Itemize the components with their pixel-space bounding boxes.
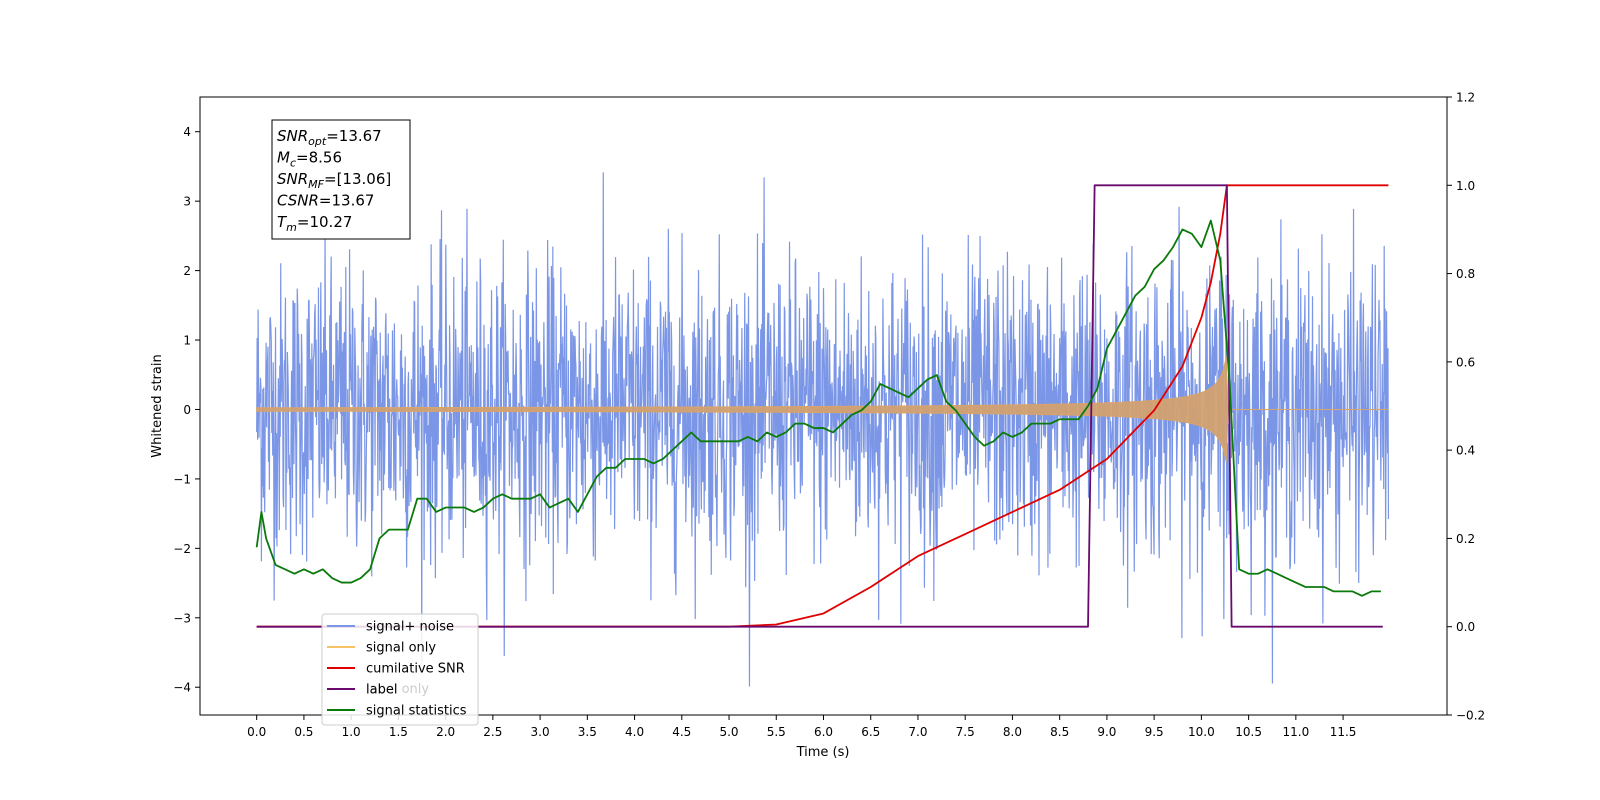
- x-axis-label: Time (s): [796, 745, 850, 760]
- series-label: [256, 184, 1383, 628]
- x-tick-label: 5.0: [719, 725, 738, 739]
- legend-entry-label: signal+ noise: [366, 620, 454, 635]
- x-tick-label: 2.0: [436, 725, 455, 739]
- series-cumulative-snr: [256, 184, 1389, 628]
- x-tick-label: 4.0: [625, 725, 644, 739]
- y-left-tick-label: 4: [183, 125, 191, 139]
- y-right-tick-label: 0.4: [1456, 444, 1475, 458]
- x-tick-label: 8.5: [1050, 725, 1069, 739]
- x-tick-label: 4.5: [672, 725, 691, 739]
- y-left-tick-label: 0: [183, 403, 191, 417]
- y-left-tick-label: 3: [183, 195, 191, 209]
- x-tick-label: 10.5: [1235, 725, 1262, 739]
- y-left-tick-label: −1: [173, 472, 191, 486]
- annotation-tm: Tm=10.27: [277, 213, 352, 234]
- legend-entry-label: signal statistics: [366, 704, 467, 719]
- x-tick-label: 0.5: [294, 725, 313, 739]
- x-tick-label: 1.5: [389, 725, 408, 739]
- annotation-csnr: CSNR=13.67: [277, 192, 374, 210]
- legend-entry-label: cumilative SNR: [366, 662, 465, 677]
- x-tick-label: 9.5: [1145, 725, 1164, 739]
- y-axis-left: −4 −3 −2 −1 0 1 2 3 4: [173, 125, 200, 695]
- x-tick-label: 9.0: [1097, 725, 1116, 739]
- x-tick-label: 6.0: [814, 725, 833, 739]
- annotation-snr-mf: SNRMF=[13.06]: [277, 170, 391, 191]
- x-tick-label: 11.5: [1330, 725, 1357, 739]
- annotation-snr-opt: SNRopt=13.67: [277, 127, 382, 148]
- annotation-mc: Mc=8.56: [277, 149, 342, 170]
- y-right-tick-label: 0.6: [1456, 355, 1475, 369]
- x-tick-label: 0.0: [247, 725, 266, 739]
- y-left-tick-label: 1: [183, 334, 191, 348]
- y-left-tick-label: −4: [173, 681, 191, 695]
- series-signal-statistics: [255, 219, 1381, 597]
- x-tick-label: 10.0: [1188, 725, 1215, 739]
- x-tick-label: 6.5: [861, 725, 880, 739]
- y-right-tick-label: 1.0: [1456, 179, 1475, 193]
- x-tick-label: 2.5: [483, 725, 502, 739]
- annotation-box: SNRopt=13.67Mc=8.56SNRMF=[13.06]CSNR=13.…: [271, 119, 411, 240]
- x-tick-label: 1.0: [342, 725, 361, 739]
- annotation-frame: [271, 119, 411, 240]
- x-tick-label: 3.5: [578, 725, 597, 739]
- y-axis-label: Whitened strain: [150, 354, 165, 457]
- x-axis: 0.0 0.5 1.0 1.5 2.0 2.5 3.0 3.5 4.0 4.5 5.0 5.5 6.0 6…: [247, 715, 1356, 739]
- legend-entry-label: label: [366, 683, 397, 698]
- legend: label only signal+ noise signal only cumila…: [321, 613, 479, 726]
- series-signal-only: [256, 356, 1389, 463]
- y-left-tick-label: 2: [183, 264, 191, 278]
- x-tick-label: 7.0: [908, 725, 927, 739]
- x-tick-label: 7.5: [956, 725, 975, 739]
- y-right-tick-label: −0.2: [1456, 709, 1485, 723]
- y-left-tick-label: −2: [173, 542, 191, 556]
- x-tick-label: 5.5: [767, 725, 786, 739]
- x-tick-label: 11.0: [1282, 725, 1309, 739]
- y-right-tick-label: 0.8: [1456, 267, 1475, 281]
- y-right-tick-label: 0.2: [1456, 532, 1475, 546]
- plot-area: [255, 172, 1390, 687]
- y-axis-right: −0.2 0.0 0.2 0.4 0.6 0.8 1.0 1.2: [1447, 91, 1485, 723]
- legend-ghost-label-only: label only: [366, 682, 429, 697]
- x-tick-label: 8.0: [1003, 725, 1022, 739]
- y-left-tick-label: −3: [173, 611, 191, 625]
- legend-entry-label: signal only: [366, 641, 436, 656]
- legend-frame: [321, 613, 479, 726]
- x-tick-label: 3.0: [531, 725, 550, 739]
- y-right-tick-label: 1.2: [1456, 91, 1475, 105]
- y-right-tick-label: 0.0: [1456, 620, 1475, 634]
